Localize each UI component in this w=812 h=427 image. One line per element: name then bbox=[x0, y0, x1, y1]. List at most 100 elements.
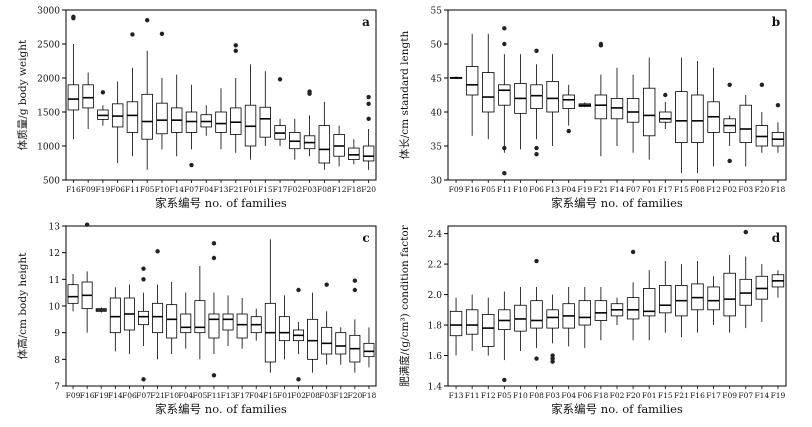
x-tick-label: F03 bbox=[545, 391, 560, 400]
x-tick-label: F01 bbox=[642, 185, 657, 194]
outlier-point bbox=[550, 356, 555, 361]
x-tick-label: F17 bbox=[235, 391, 250, 400]
y-tick-label: 2.4 bbox=[428, 230, 443, 240]
box-F10 bbox=[514, 286, 527, 351]
x-tick-label: F08 bbox=[305, 391, 320, 400]
box-F17 bbox=[274, 77, 286, 146]
x-tick-label: F14 bbox=[108, 391, 123, 400]
box-iqr bbox=[642, 288, 656, 317]
box-F13 bbox=[546, 54, 559, 146]
y-tick-label: 2000 bbox=[37, 75, 60, 85]
box-iqr bbox=[278, 316, 290, 342]
box-iqr bbox=[208, 313, 220, 339]
x-tick-label: F19 bbox=[771, 391, 786, 400]
outlier-point bbox=[141, 266, 146, 271]
outlier-point bbox=[211, 241, 217, 246]
box-iqr bbox=[67, 284, 79, 304]
y-tick-label: 12 bbox=[49, 249, 60, 259]
x-tick-label: F19 bbox=[96, 185, 111, 194]
outlier-point bbox=[100, 90, 106, 95]
x-tick-label: F15 bbox=[263, 391, 278, 400]
y-axis-label: 体高/cm body height bbox=[16, 252, 29, 360]
outlier-point bbox=[189, 162, 194, 168]
box-F09 bbox=[723, 254, 736, 333]
box-iqr bbox=[82, 84, 94, 109]
box-F17 bbox=[659, 92, 672, 129]
box-F15 bbox=[659, 261, 672, 333]
x-tick-label: F04 bbox=[178, 391, 193, 400]
outlier-point bbox=[141, 377, 146, 382]
outlier-point bbox=[366, 101, 371, 107]
x-tick-label: F02 bbox=[610, 391, 625, 400]
box-iqr bbox=[594, 300, 608, 321]
x-tick-label: F10 bbox=[513, 391, 528, 400]
y-tick-label: 1.8 bbox=[428, 322, 443, 332]
box-F12 bbox=[335, 327, 347, 365]
x-axis-label: 家系编号 no. of families bbox=[551, 402, 683, 416]
y-tick-label: 35 bbox=[431, 143, 443, 153]
box-iqr bbox=[739, 104, 752, 143]
box-iqr bbox=[321, 326, 333, 355]
box-F08 bbox=[318, 101, 331, 170]
x-tick-label: F21 bbox=[150, 391, 165, 400]
box-F06 bbox=[123, 284, 135, 354]
box-iqr bbox=[166, 304, 178, 339]
box-F19 bbox=[771, 270, 785, 298]
x-tick-label: F14 bbox=[610, 185, 625, 194]
x-tick-label: F21 bbox=[594, 185, 609, 194]
x-tick-label: F16 bbox=[690, 391, 705, 400]
outlier-point bbox=[296, 377, 301, 382]
box-F14 bbox=[109, 287, 121, 352]
box-iqr bbox=[259, 106, 272, 138]
box-iqr bbox=[659, 111, 672, 123]
outlier-point bbox=[534, 151, 539, 157]
box-F08 bbox=[307, 292, 319, 373]
box-F02 bbox=[289, 118, 301, 160]
box-iqr bbox=[236, 313, 248, 339]
box-iqr bbox=[707, 286, 720, 311]
y-tick-label: 40 bbox=[431, 109, 443, 119]
box-F14 bbox=[610, 67, 624, 146]
box-F18 bbox=[771, 103, 785, 153]
box-F04 bbox=[250, 308, 262, 341]
box-iqr bbox=[562, 94, 575, 110]
box-iqr bbox=[307, 318, 319, 360]
box-F16 bbox=[67, 14, 80, 140]
x-tick-label: F11 bbox=[465, 391, 480, 400]
box-F02 bbox=[723, 82, 736, 164]
x-tick-label: F17 bbox=[706, 391, 721, 400]
box-F13 bbox=[222, 295, 234, 346]
x-tick-label: F02 bbox=[722, 185, 737, 194]
x-tick-label: F21 bbox=[674, 391, 689, 400]
x-tick-label: F18 bbox=[771, 185, 786, 194]
y-tick-label: 500 bbox=[43, 177, 60, 187]
box-F10 bbox=[156, 31, 168, 150]
outlier-point bbox=[211, 255, 217, 261]
y-tick-label: 30 bbox=[431, 177, 443, 187]
x-tick-label: F11 bbox=[125, 185, 140, 194]
x-tick-label: F13 bbox=[449, 391, 464, 400]
box-iqr bbox=[348, 147, 360, 160]
box-iqr bbox=[194, 300, 206, 334]
box-F12 bbox=[333, 125, 345, 167]
x-axis-label: 家系编号 no. of families bbox=[155, 402, 287, 416]
box-F19 bbox=[97, 90, 109, 126]
x-tick-label: F03 bbox=[319, 391, 334, 400]
outlier-point bbox=[550, 353, 555, 358]
box-F12 bbox=[707, 67, 720, 167]
box-iqr bbox=[318, 125, 331, 164]
box-F01 bbox=[642, 270, 656, 341]
outlier-point bbox=[296, 287, 301, 293]
x-tick-label: F06 bbox=[529, 185, 544, 194]
x-axis-label: 家系编号 no. of families bbox=[551, 196, 683, 210]
box-F02 bbox=[293, 287, 304, 382]
box-F15 bbox=[675, 57, 688, 174]
x-tick-label: F20 bbox=[361, 185, 376, 194]
y-tick-label: 2.2 bbox=[428, 261, 442, 271]
y-tick-label: 10 bbox=[49, 303, 61, 313]
x-tick-label: F05 bbox=[481, 185, 496, 194]
y-tick-label: 2500 bbox=[37, 41, 60, 51]
